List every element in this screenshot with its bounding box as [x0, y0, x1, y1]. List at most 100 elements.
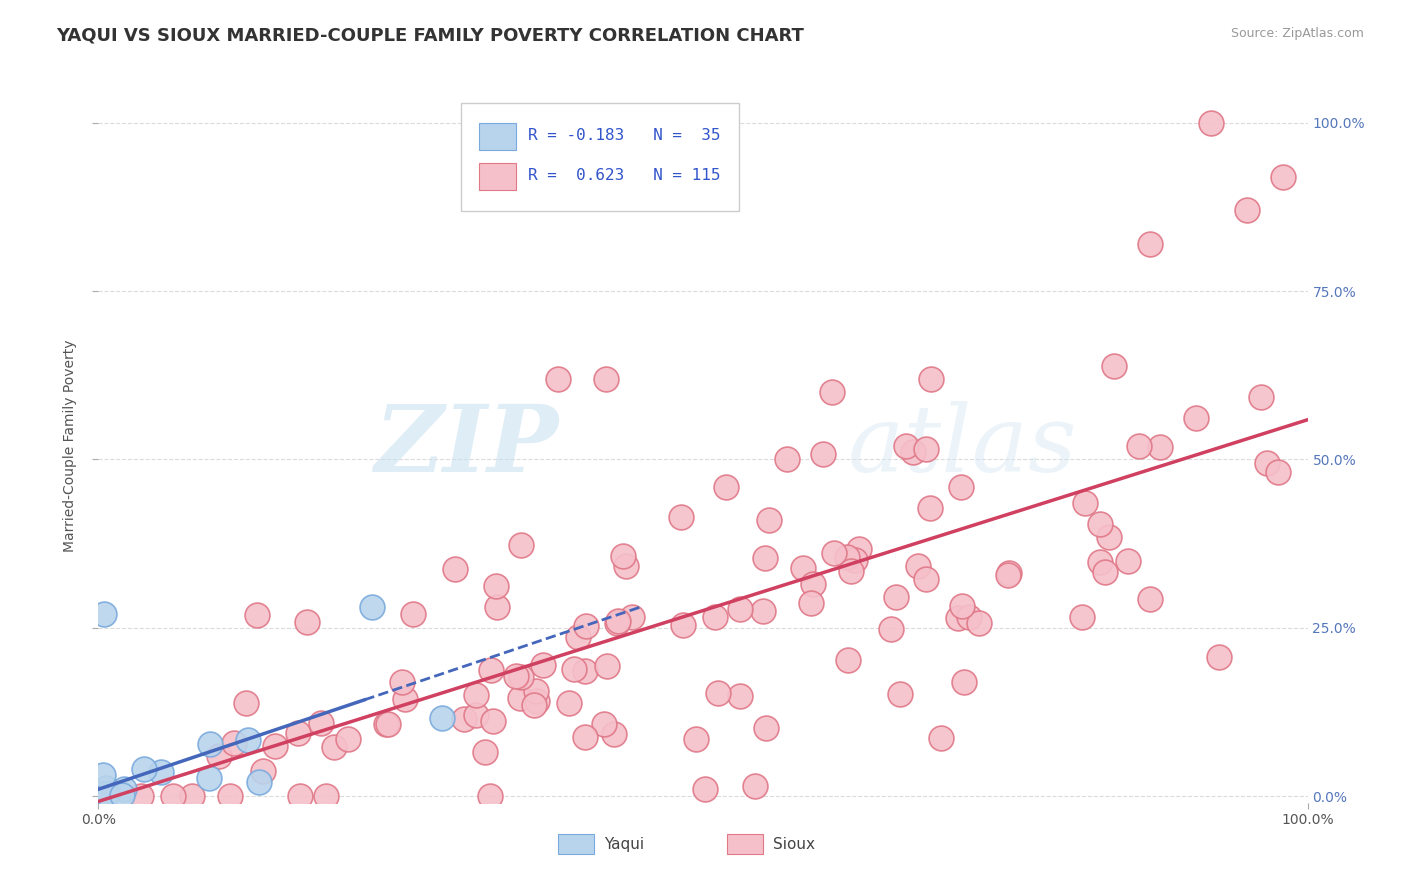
- Bar: [479, 162, 516, 190]
- Point: [1074, 496, 1097, 510]
- Point: [87, 786, 110, 800]
- Point: [612, 549, 634, 563]
- Point: [574, 664, 596, 678]
- Point: [377, 716, 399, 731]
- Point: [562, 662, 585, 676]
- Point: [112, 781, 135, 796]
- Point: [1250, 390, 1272, 404]
- Point: [91, 787, 114, 801]
- Point: [315, 789, 337, 803]
- Point: [89, 788, 111, 802]
- Point: [707, 685, 730, 699]
- Point: [1208, 650, 1230, 665]
- Point: [1070, 610, 1092, 624]
- Point: [792, 561, 814, 575]
- Point: [685, 732, 707, 747]
- Point: [894, 439, 917, 453]
- Point: [1139, 237, 1161, 252]
- Point: [848, 542, 870, 557]
- Point: [89, 787, 111, 801]
- Point: [510, 538, 533, 552]
- Point: [309, 715, 332, 730]
- Point: [235, 696, 257, 710]
- Point: [950, 480, 973, 494]
- Point: [93, 607, 115, 622]
- Point: [620, 610, 643, 624]
- Y-axis label: Married-Couple Family Poverty: Married-Couple Family Poverty: [63, 340, 77, 552]
- Point: [150, 765, 173, 780]
- Point: [967, 615, 990, 630]
- Point: [950, 599, 973, 614]
- Point: [614, 559, 637, 574]
- Point: [523, 698, 546, 713]
- Point: [728, 689, 751, 703]
- Point: [998, 566, 1021, 580]
- Point: [295, 615, 318, 630]
- Point: [920, 372, 942, 386]
- Text: Sioux: Sioux: [773, 837, 815, 852]
- Point: [485, 579, 508, 593]
- Point: [337, 731, 360, 746]
- Point: [510, 670, 533, 684]
- Point: [246, 607, 269, 622]
- Point: [744, 780, 766, 794]
- Point: [263, 739, 285, 754]
- Text: YAQUI VS SIOUX MARRIED-COUPLE FAMILY POVERTY CORRELATION CHART: YAQUI VS SIOUX MARRIED-COUPLE FAMILY POV…: [56, 27, 804, 45]
- Point: [754, 551, 776, 566]
- Point: [360, 599, 382, 614]
- Point: [94, 788, 117, 802]
- Point: [728, 601, 751, 615]
- Point: [907, 559, 929, 574]
- Point: [111, 789, 134, 803]
- Text: R = -0.183   N =  35: R = -0.183 N = 35: [527, 128, 720, 143]
- FancyBboxPatch shape: [461, 103, 740, 211]
- Point: [574, 730, 596, 744]
- Point: [929, 731, 952, 745]
- Point: [575, 619, 598, 633]
- Point: [603, 727, 626, 741]
- Point: [290, 789, 312, 803]
- Text: Source: ZipAtlas.com: Source: ZipAtlas.com: [1230, 27, 1364, 40]
- Point: [162, 789, 184, 803]
- Point: [526, 694, 548, 708]
- Point: [89, 789, 111, 803]
- Point: [606, 615, 628, 630]
- Point: [751, 604, 773, 618]
- Point: [593, 717, 616, 731]
- Point: [946, 611, 969, 625]
- Point: [90, 788, 112, 802]
- Point: [287, 726, 309, 740]
- Text: R =  0.623   N = 115: R = 0.623 N = 115: [527, 168, 720, 183]
- Point: [87, 789, 110, 803]
- Point: [87, 788, 110, 802]
- Text: atlas: atlas: [848, 401, 1077, 491]
- Point: [222, 736, 245, 750]
- Point: [1116, 554, 1139, 568]
- Point: [1094, 565, 1116, 579]
- Point: [91, 788, 114, 802]
- Point: [509, 690, 531, 705]
- Point: [391, 674, 413, 689]
- Point: [889, 687, 911, 701]
- Point: [839, 565, 862, 579]
- Point: [695, 781, 717, 796]
- Point: [886, 591, 908, 605]
- Point: [96, 788, 118, 802]
- Point: [1139, 592, 1161, 607]
- Point: [1267, 465, 1289, 479]
- Point: [90, 788, 112, 802]
- Point: [844, 552, 866, 566]
- Point: [918, 501, 941, 516]
- Point: [1149, 440, 1171, 454]
- Point: [87, 788, 110, 802]
- Point: [524, 683, 547, 698]
- Point: [453, 712, 475, 726]
- Point: [208, 749, 231, 764]
- Point: [402, 607, 425, 621]
- Point: [481, 714, 503, 728]
- Point: [89, 789, 111, 803]
- Point: [758, 513, 780, 527]
- Point: [957, 609, 980, 624]
- Point: [1090, 516, 1112, 531]
- Point: [823, 546, 845, 560]
